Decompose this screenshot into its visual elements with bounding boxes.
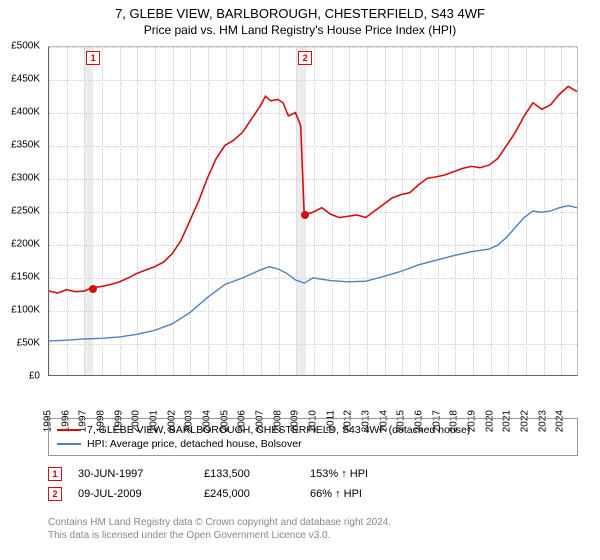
footer-attribution: Contains HM Land Registry data © Crown c… [48,516,578,542]
y-tick-label: £250K [11,206,40,217]
sale-event-number: 2 [48,487,62,501]
sale-event-price: £133,500 [204,468,294,480]
sale-event-row: 2 09-JUL-2009 £245,000 66% ↑ HPI [48,484,578,504]
y-tick-label: £300K [11,173,40,184]
title-block: 7, GLEBE VIEW, BARLBOROUGH, CHESTERFIELD… [0,0,600,37]
footer-line2: This data is licensed under the Open Gov… [48,529,578,542]
sale-marker-flag: 2 [298,51,312,65]
chart-container: 7, GLEBE VIEW, BARLBOROUGH, CHESTERFIELD… [0,0,600,560]
y-tick-label: £0 [29,371,40,382]
x-axis-labels: 1995199619971998199920002001200220032004… [48,378,578,418]
title-subtitle: Price paid vs. HM Land Registry's House … [0,23,600,37]
sale-event-row: 1 30-JUN-1997 £133,500 153% ↑ HPI [48,464,578,484]
legend-label: 7, GLEBE VIEW, BARLBOROUGH, CHESTERFIELD… [87,424,470,436]
legend-swatch [57,429,81,431]
sale-event-number: 1 [48,467,62,481]
legend-label: HPI: Average price, detached house, Bols… [87,438,302,450]
sale-event-hpi-pct: 153% ↑ HPI [310,468,368,480]
sale-events-list: 1 30-JUN-1997 £133,500 153% ↑ HPI 2 09-JUL-20… [48,464,578,504]
sale-marker-dot [301,211,309,219]
sale-marker-dot [89,285,97,293]
series-line [49,86,577,293]
series-line [49,206,577,341]
sale-event-hpi-pct: 66% ↑ HPI [310,488,362,500]
legend-item: 7, GLEBE VIEW, BARLBOROUGH, CHESTERFIELD… [57,423,569,437]
y-axis-labels: £0£50K£100K£150K£200K£250K£300K£350K£400… [0,46,44,376]
sale-event-price: £245,000 [204,488,294,500]
chart-lines-svg [49,47,577,375]
y-tick-label: £350K [11,140,40,151]
sale-marker-flag: 1 [86,51,100,65]
sale-event-date: 09-JUL-2009 [78,488,188,500]
y-tick-label: £450K [11,74,40,85]
chart-plot-area: 12 [48,46,578,376]
y-tick-label: £50K [17,338,40,349]
legend-box: 7, GLEBE VIEW, BARLBOROUGH, CHESTERFIELD… [48,418,578,456]
legend-swatch [57,443,81,445]
y-tick-label: £400K [11,107,40,118]
footer-line1: Contains HM Land Registry data © Crown c… [48,516,578,529]
title-address: 7, GLEBE VIEW, BARLBOROUGH, CHESTERFIELD… [0,6,600,21]
y-tick-label: £200K [11,239,40,250]
y-tick-label: £500K [11,41,40,52]
y-tick-label: £150K [11,272,40,283]
sale-event-date: 30-JUN-1997 [78,468,188,480]
legend-item: HPI: Average price, detached house, Bols… [57,437,569,451]
y-tick-label: £100K [11,305,40,316]
